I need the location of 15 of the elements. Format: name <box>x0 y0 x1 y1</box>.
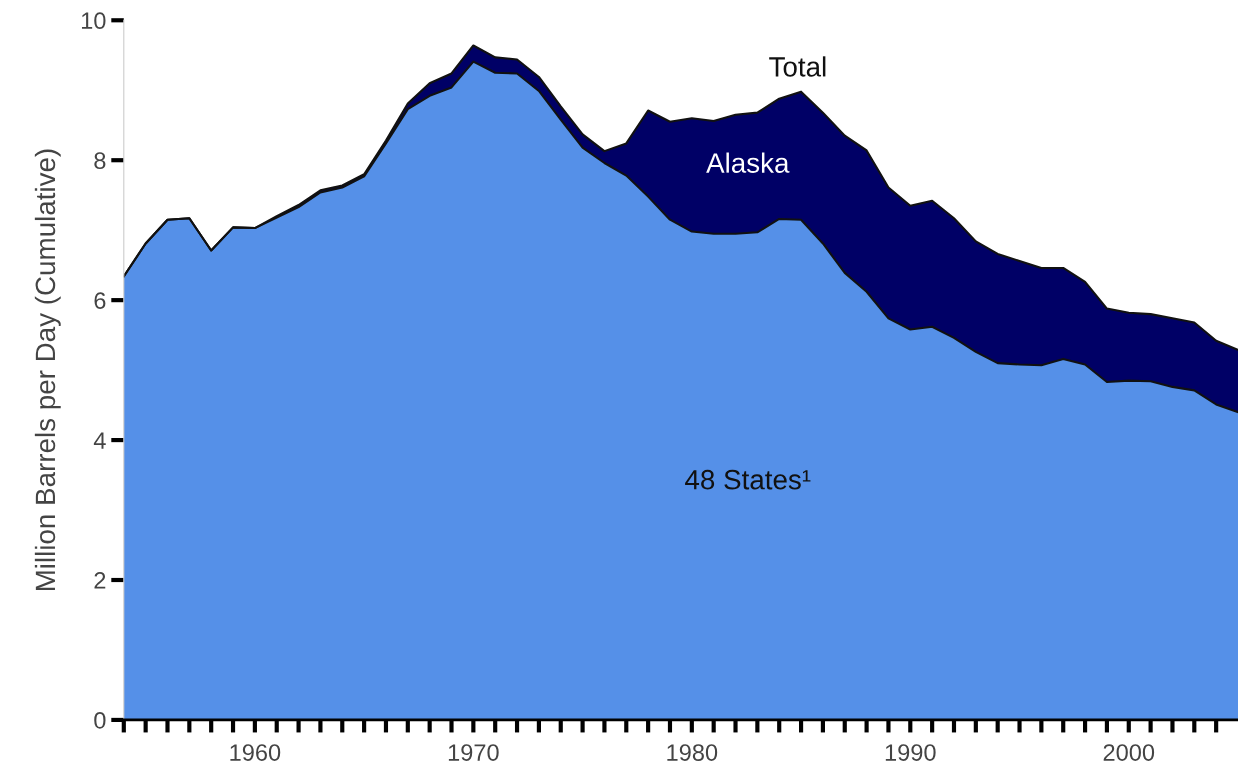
series-label: 48 States¹ <box>685 469 811 490</box>
y-tick-label: 4 <box>93 432 106 449</box>
x-tick-label: 1970 <box>448 744 499 761</box>
y-axis-title: Million Barrels per Day (Cumulative) <box>34 149 61 591</box>
series-label: Alaska <box>706 152 790 173</box>
x-tick-label: 1990 <box>885 744 936 761</box>
y-tick-label: 0 <box>94 712 106 729</box>
y-tick-label: 2 <box>94 572 106 589</box>
y-tick-label: 8 <box>94 152 106 169</box>
annotation: Total <box>769 56 826 77</box>
y-tick-label: 6 <box>94 292 106 309</box>
x-tick-label: 2000 <box>1103 744 1155 761</box>
x-tick-label: 1980 <box>667 744 718 761</box>
x-tick-label: 1960 <box>230 744 281 761</box>
y-tick-label: 10 <box>81 12 106 30</box>
